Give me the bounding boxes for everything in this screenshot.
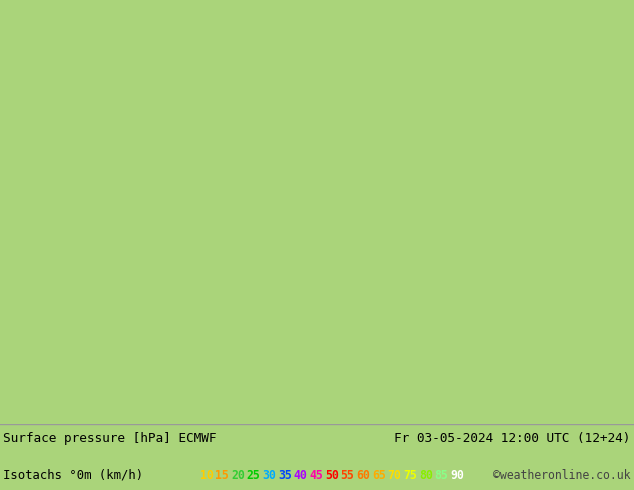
Text: Fr 03-05-2024 12:00 UTC (12+24): Fr 03-05-2024 12:00 UTC (12+24) xyxy=(394,432,631,445)
Text: 25: 25 xyxy=(247,469,261,482)
Text: 75: 75 xyxy=(403,469,417,482)
Text: Surface pressure [hPa] ECMWF: Surface pressure [hPa] ECMWF xyxy=(3,432,217,445)
Text: 85: 85 xyxy=(435,469,448,482)
Text: 45: 45 xyxy=(309,469,323,482)
Text: 50: 50 xyxy=(325,469,339,482)
Text: 90: 90 xyxy=(450,469,464,482)
Text: 35: 35 xyxy=(278,469,292,482)
Text: 20: 20 xyxy=(231,469,245,482)
Text: 80: 80 xyxy=(419,469,433,482)
Text: 30: 30 xyxy=(262,469,276,482)
Text: ©weatheronline.co.uk: ©weatheronline.co.uk xyxy=(493,469,631,482)
Text: 70: 70 xyxy=(387,469,401,482)
Text: 65: 65 xyxy=(372,469,385,482)
Text: 15: 15 xyxy=(216,469,229,482)
Text: 10: 10 xyxy=(200,469,214,482)
Text: 40: 40 xyxy=(294,469,307,482)
Text: 60: 60 xyxy=(356,469,370,482)
Text: Isotachs °0m (km/h): Isotachs °0m (km/h) xyxy=(3,469,143,482)
Text: 55: 55 xyxy=(340,469,354,482)
